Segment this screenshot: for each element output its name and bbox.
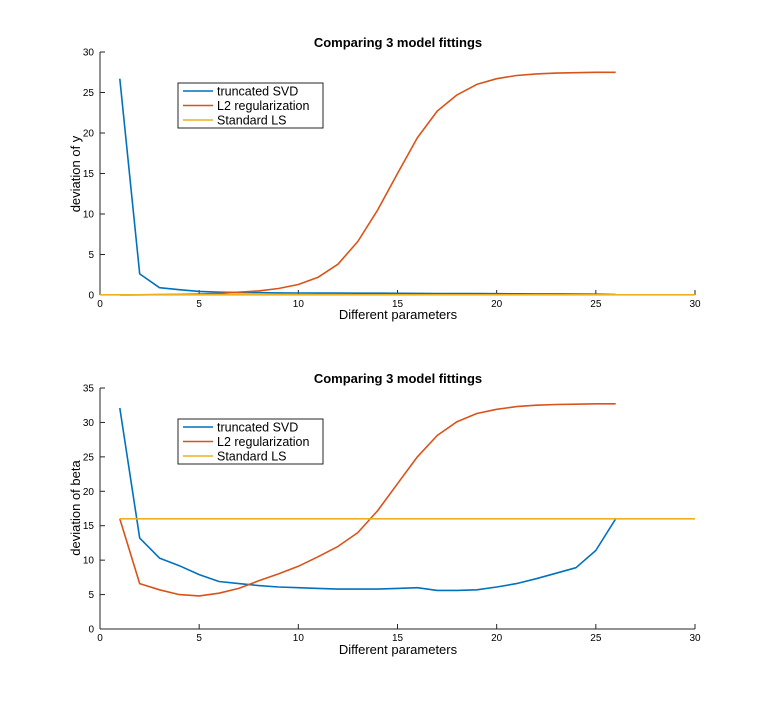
y-axis-label: deviation of beta: [68, 460, 83, 556]
y-tick-label: 10: [83, 210, 95, 221]
chart-title: Comparing 3 model fittings: [314, 371, 482, 386]
x-tick-label: 0: [97, 299, 103, 310]
series-line-truncated-svd: [119, 78, 616, 296]
x-tick-label: 5: [196, 633, 202, 644]
y-axis-label: deviation of y: [68, 135, 83, 212]
y-tick-label: 5: [88, 250, 94, 261]
y-tick-label: 30: [83, 48, 95, 59]
chart-deviation-of-y: Comparing 3 model fittings Different par…: [68, 35, 701, 322]
y-tick-label: 10: [83, 556, 95, 567]
x-axis-label: Different parameters: [339, 307, 458, 322]
legend-label-l2-regularization: L2 regularization: [217, 99, 309, 113]
x-tick-label: 20: [491, 633, 503, 644]
x-tick-label: 30: [689, 299, 701, 310]
ticks: 0 5 10 15 20 25 30 0 5 10 15 20 25 30 35: [83, 384, 701, 645]
series: [100, 71, 695, 296]
chart-deviation-of-beta: Comparing 3 model fittings Different par…: [68, 371, 701, 657]
x-tick-label: 10: [293, 633, 305, 644]
y-tick-label: 25: [83, 452, 95, 463]
x-axis-label: Different parameters: [339, 642, 458, 657]
chart-title: Comparing 3 model fittings: [314, 35, 482, 50]
series: [119, 402, 695, 597]
y-tick-label: 0: [88, 625, 94, 636]
x-tick-label: 15: [392, 299, 404, 310]
x-tick-label: 10: [293, 299, 305, 310]
x-tick-label: 15: [392, 633, 404, 644]
y-tick-label: 30: [83, 418, 95, 429]
series-line-l2-regularization: [119, 71, 616, 296]
legend-label-truncated-svd: truncated SVD: [217, 85, 298, 99]
x-tick-label: 20: [491, 299, 503, 310]
y-tick-label: 5: [88, 590, 94, 601]
y-tick-label: 35: [83, 384, 95, 395]
legend-label-l2-regularization: L2 regularization: [217, 435, 309, 449]
x-tick-label: 5: [196, 299, 202, 310]
x-tick-label: 25: [590, 299, 602, 310]
y-tick-label: 0: [88, 291, 94, 302]
legend-label-truncated-svd: truncated SVD: [217, 421, 298, 435]
x-tick-label: 25: [590, 633, 602, 644]
legend-label-standard-ls: Standard LS: [217, 114, 287, 128]
y-tick-label: 20: [83, 487, 95, 498]
y-tick-label: 20: [83, 129, 95, 140]
y-tick-label: 15: [83, 521, 95, 532]
series-line-l2-regularization: [119, 402, 616, 597]
x-tick-label: 30: [689, 633, 701, 644]
y-tick-label: 25: [83, 88, 95, 99]
legend-label-standard-ls: Standard LS: [217, 450, 287, 464]
series-line-truncated-svd: [119, 407, 617, 592]
x-tick-label: 0: [97, 633, 103, 644]
y-tick-label: 15: [83, 169, 95, 180]
